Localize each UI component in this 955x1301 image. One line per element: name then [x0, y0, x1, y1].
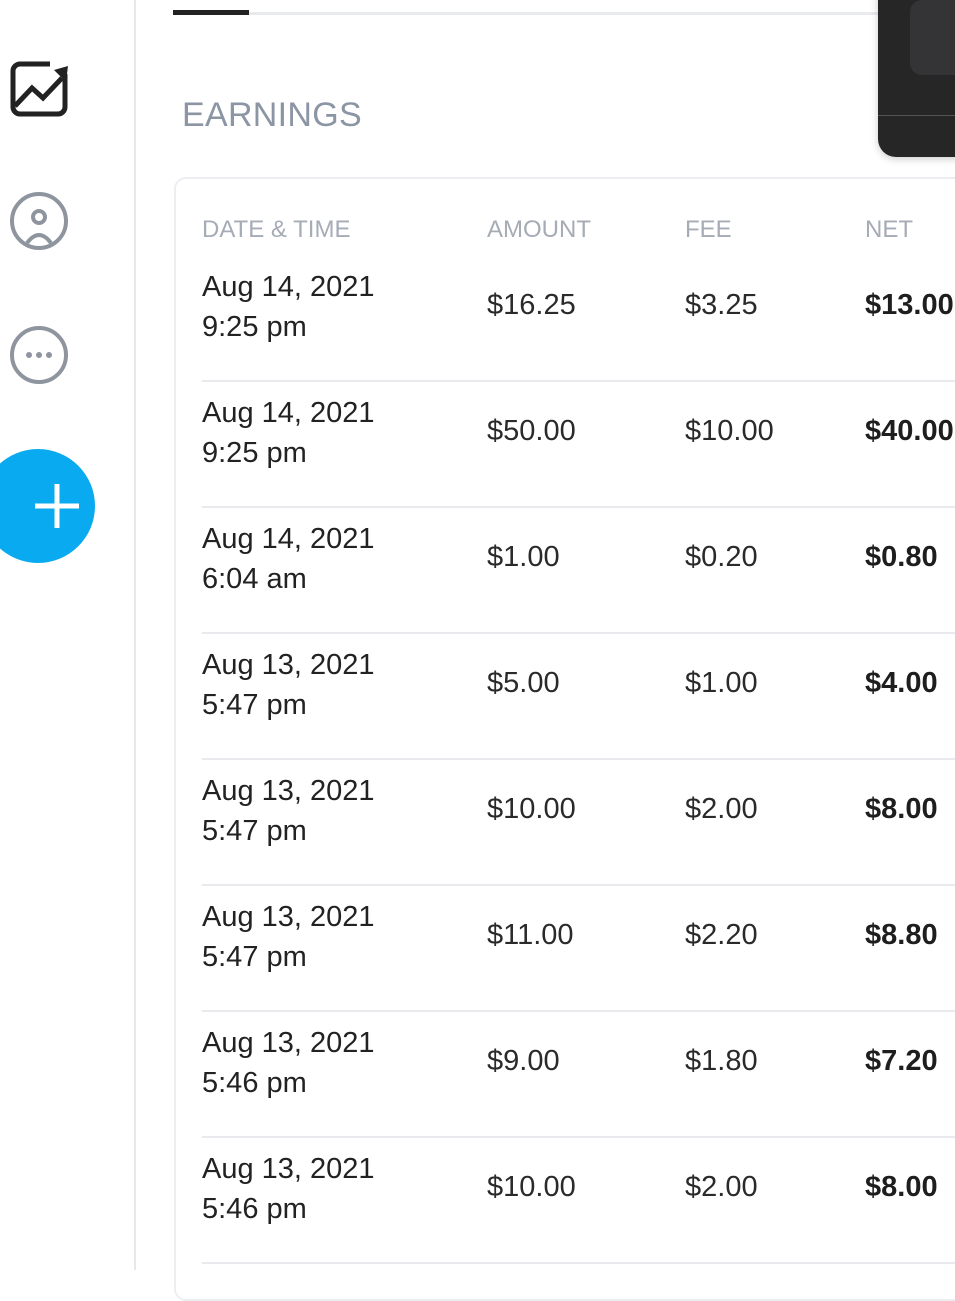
date-time: Aug 13, 2021 5:46 pm	[202, 1149, 375, 1229]
table-row[interactable]: Aug 13, 2021 5:47 pm $5.00 $1.00 $4.00	[0, 634, 955, 760]
net: $13.00	[865, 289, 954, 321]
time: 5:46 pm	[202, 1193, 307, 1225]
date-time: Aug 13, 2021 5:47 pm	[202, 645, 375, 725]
fee: $2.00	[685, 793, 758, 825]
amount: $16.25	[487, 289, 576, 321]
add-button[interactable]	[0, 449, 95, 563]
time: 5:47 pm	[202, 815, 307, 847]
time: 5:46 pm	[202, 1067, 307, 1099]
plus-icon	[35, 484, 79, 528]
date: Aug 13, 2021	[202, 1153, 375, 1185]
header-date: DATE & TIME	[202, 216, 351, 243]
table-row[interactable]: Aug 13, 2021 5:47 pm $11.00 $2.20 $8.80	[0, 886, 955, 1012]
table-row[interactable]: Aug 13, 2021 5:46 pm $9.00 $1.80 $7.20	[0, 1012, 955, 1138]
date-time: Aug 13, 2021 5:46 pm	[202, 1023, 375, 1103]
date: Aug 14, 2021	[202, 523, 375, 555]
row-divider	[202, 380, 955, 382]
net: $8.80	[865, 919, 938, 951]
date-time: Aug 14, 2021 6:04 am	[202, 519, 375, 599]
net: $40.00	[865, 415, 954, 447]
net: $4.00	[865, 667, 938, 699]
sidebar	[0, 0, 136, 1270]
amount: $1.00	[487, 541, 560, 573]
fee: $1.80	[685, 1045, 758, 1077]
date: Aug 14, 2021	[202, 271, 375, 303]
time: 6:04 am	[202, 563, 307, 595]
tab-bar	[173, 12, 878, 15]
amount: $10.00	[487, 1171, 576, 1203]
net: $7.20	[865, 1045, 938, 1077]
time: 9:25 pm	[202, 311, 307, 343]
net: $8.00	[865, 1171, 938, 1203]
amount: $11.00	[487, 919, 574, 951]
popup-item[interactable]	[910, 0, 955, 75]
amount: $50.00	[487, 415, 576, 447]
date-time: Aug 14, 2021 9:25 pm	[202, 393, 375, 473]
row-divider	[202, 1136, 955, 1138]
section-title: EARNINGS	[182, 96, 362, 134]
amount: $5.00	[487, 667, 560, 699]
user-circle-icon[interactable]	[9, 191, 69, 256]
time: 9:25 pm	[202, 437, 307, 469]
row-divider	[202, 758, 955, 760]
table-row[interactable]: Aug 14, 2021 6:04 am $1.00 $0.20 $0.80	[0, 508, 955, 634]
date-time: Aug 13, 2021 5:47 pm	[202, 897, 375, 977]
row-divider	[202, 632, 955, 634]
date: Aug 13, 2021	[202, 901, 375, 933]
row-divider	[202, 1262, 955, 1264]
net: $0.80	[865, 541, 938, 573]
net: $8.00	[865, 793, 938, 825]
fee: $10.00	[685, 415, 774, 447]
amount: $9.00	[487, 1045, 560, 1077]
fee: $1.00	[685, 667, 758, 699]
active-tab-indicator[interactable]	[173, 10, 249, 15]
time: 5:47 pm	[202, 689, 307, 721]
date: Aug 13, 2021	[202, 1027, 375, 1059]
more-icon[interactable]	[9, 325, 69, 390]
row-divider	[202, 884, 955, 886]
chart-icon[interactable]	[10, 60, 70, 123]
fee: $2.20	[685, 919, 758, 951]
date: Aug 13, 2021	[202, 649, 375, 681]
date-time: Aug 13, 2021 5:47 pm	[202, 771, 375, 851]
header-fee: FEE	[685, 216, 732, 243]
table-row[interactable]: Aug 14, 2021 9:25 pm $50.00 $10.00 $40.00	[0, 382, 955, 508]
fee: $2.00	[685, 1171, 758, 1203]
table-row[interactable]: Aug 13, 2021 5:46 pm $10.00 $2.00 $8.00	[0, 1138, 955, 1264]
row-divider	[202, 1010, 955, 1012]
row-divider	[202, 506, 955, 508]
amount: $10.00	[487, 793, 576, 825]
popup-menu	[878, 0, 955, 157]
fee: $3.25	[685, 289, 758, 321]
time: 5:47 pm	[202, 941, 307, 973]
date-time: Aug 14, 2021 9:25 pm	[202, 267, 375, 347]
date: Aug 14, 2021	[202, 397, 375, 429]
fee: $0.20	[685, 541, 758, 573]
table-row[interactable]: Aug 13, 2021 5:47 pm $10.00 $2.00 $8.00	[0, 760, 955, 886]
header-amount: AMOUNT	[487, 216, 591, 243]
table-row[interactable]: Aug 14, 2021 9:25 pm $16.25 $3.25 $13.00	[0, 256, 955, 382]
popup-divider	[878, 115, 955, 116]
date: Aug 13, 2021	[202, 775, 375, 807]
header-net: NET	[865, 216, 913, 243]
